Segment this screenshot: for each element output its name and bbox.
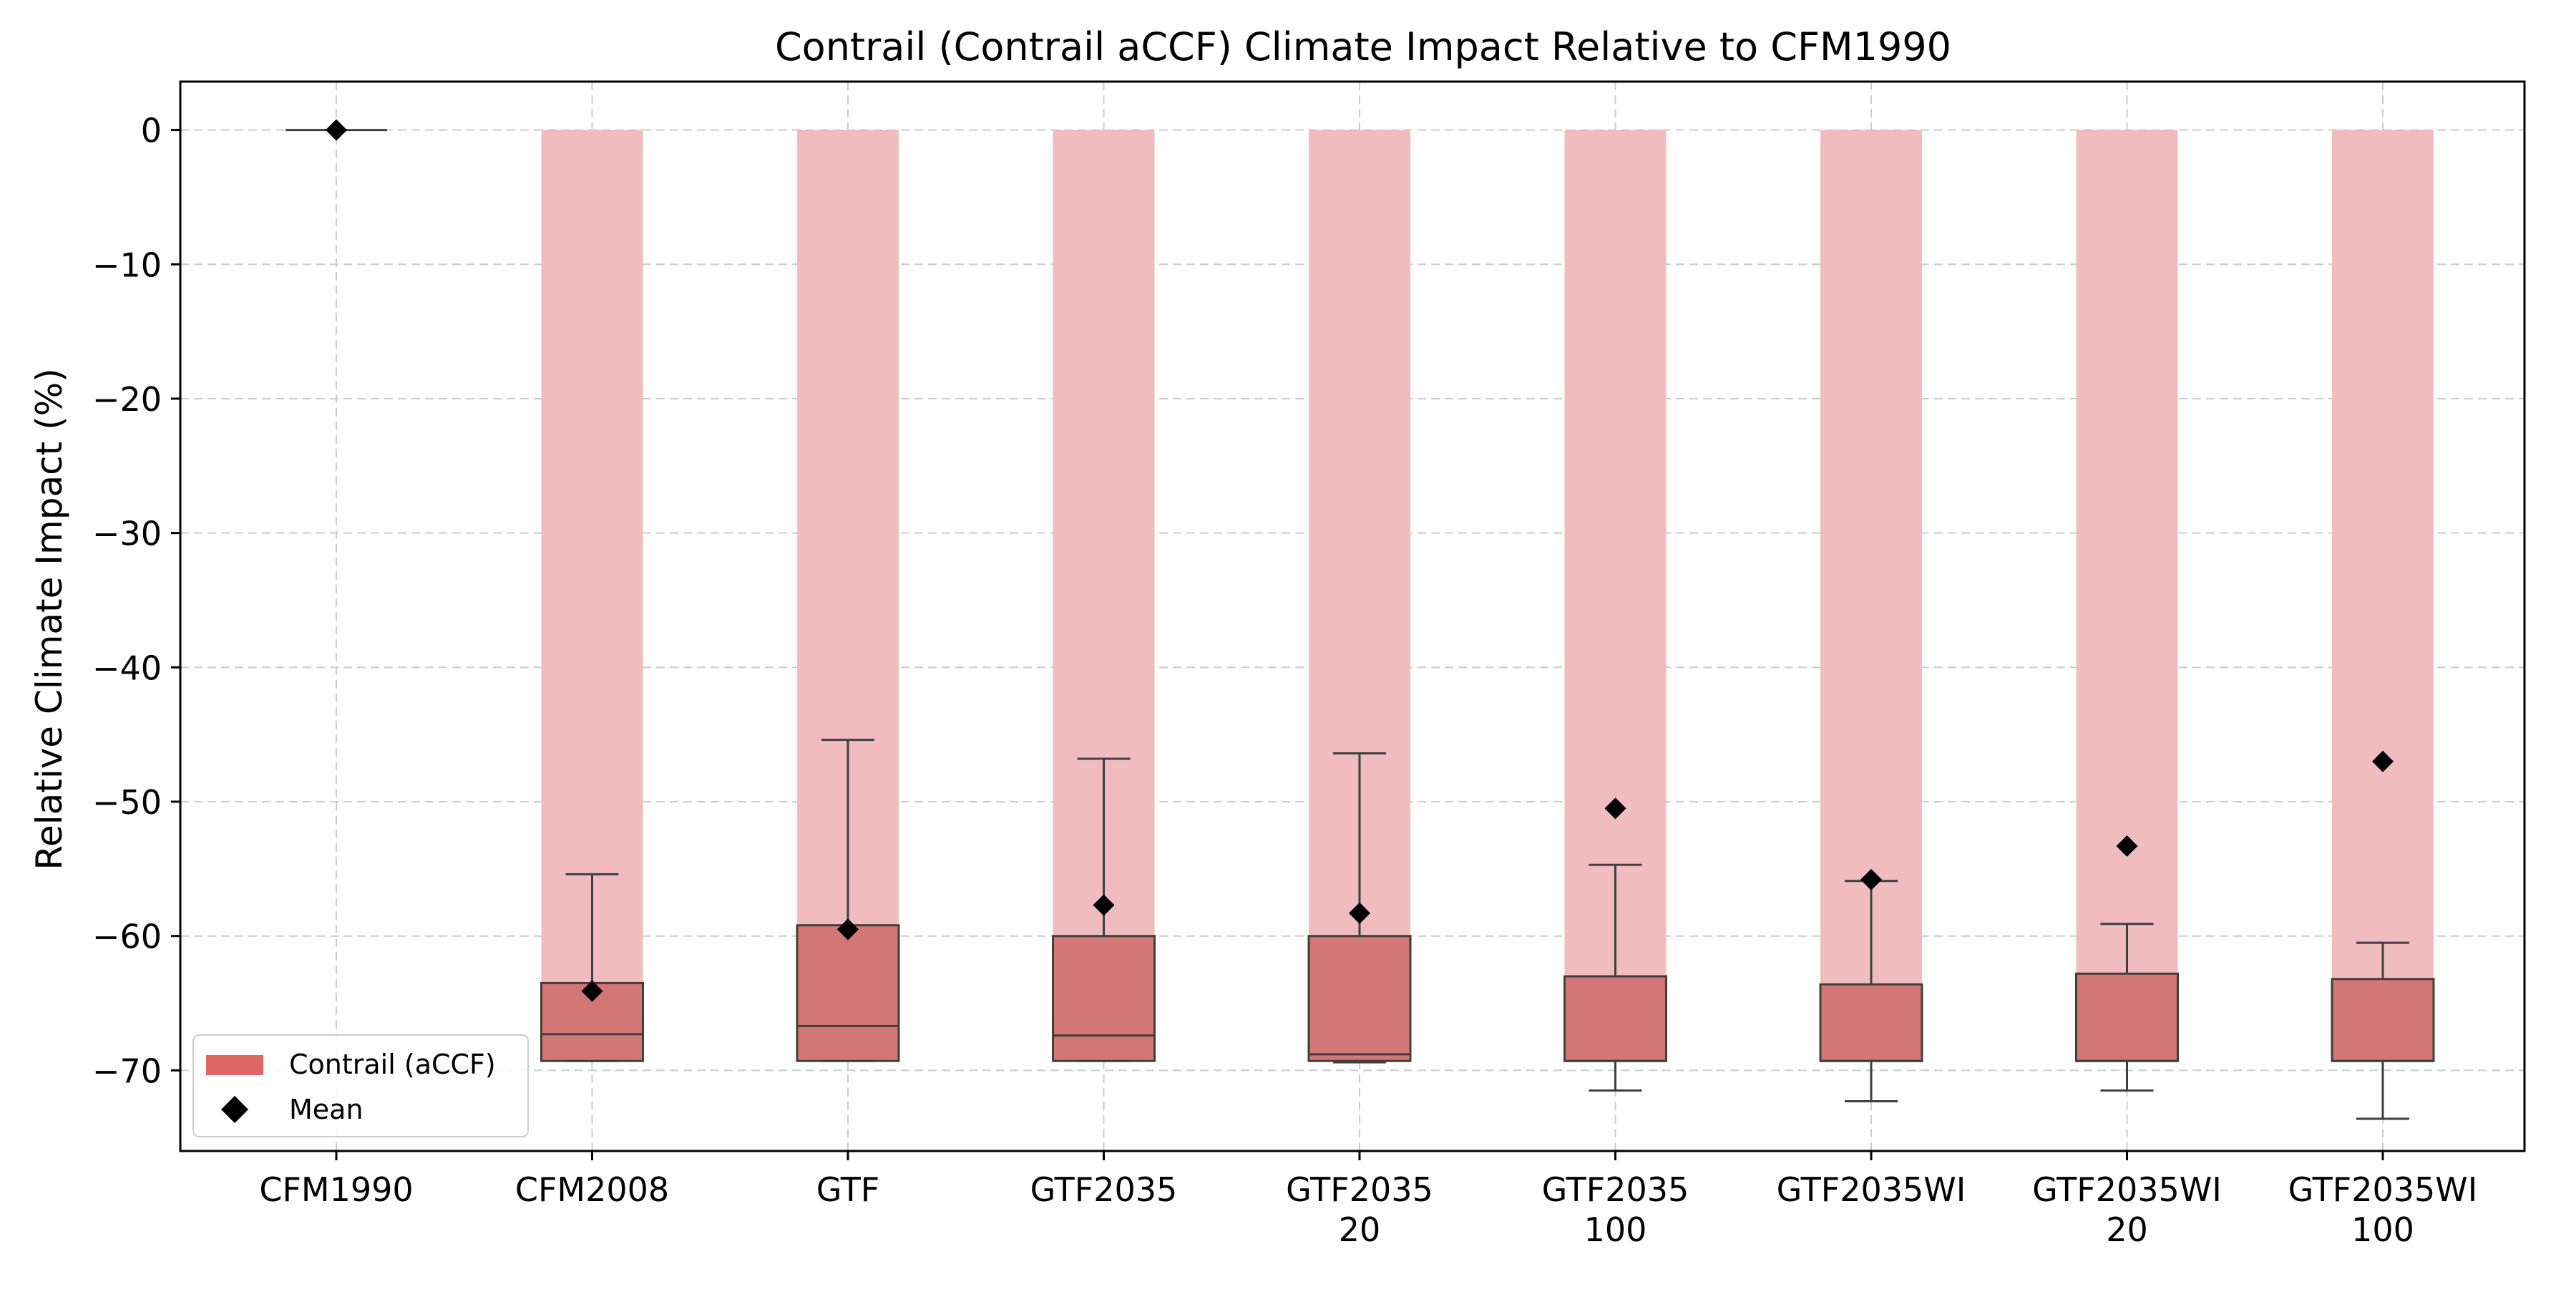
x-tick-label-line: GTF2035 xyxy=(1030,1170,1178,1209)
x-tick-label-line: GTF2035WI xyxy=(1777,1170,1966,1209)
y-tick-label: −50 xyxy=(92,783,162,822)
x-tick-label: GTF2035WI xyxy=(1777,1170,1966,1209)
x-tick-label-line: 100 xyxy=(1584,1210,1647,1249)
x-tick-label-line: GTF2035WI xyxy=(2032,1170,2222,1209)
range-bar xyxy=(2332,130,2434,1062)
x-tick-label-line: 20 xyxy=(1339,1210,1381,1249)
x-tick-label-line: GTF2035WI xyxy=(2288,1170,2478,1209)
plot-area-frame xyxy=(179,80,2526,1152)
y-tick-label: −30 xyxy=(92,515,162,553)
legend: Contrail (aCCF) Mean xyxy=(192,1034,529,1137)
y-tick-label: −40 xyxy=(92,649,162,687)
mean-diamond-marker xyxy=(1860,868,1882,890)
x-tick-label-line: CFM2008 xyxy=(515,1170,669,1209)
box-layer xyxy=(286,129,2435,1120)
x-tick-label-line: GTF2035 xyxy=(1542,1170,1689,1209)
legend-frame xyxy=(192,1034,529,1137)
x-tick-label: GTF2035WI 100 xyxy=(2288,1170,2478,1249)
iqr-box xyxy=(2331,978,2435,1062)
x-tick-label-line: GTF xyxy=(816,1170,880,1209)
x-tick-label: GTF2035 100 xyxy=(1542,1170,1689,1249)
iqr-box xyxy=(1819,983,1923,1062)
iqr-box xyxy=(1307,935,1412,1062)
iqr-box xyxy=(796,924,900,1062)
mean-diamond-marker xyxy=(2116,835,2138,857)
y-tick-label: −70 xyxy=(92,1051,162,1090)
mean-marker-layer xyxy=(326,119,2394,1002)
legend-mean-diamond-marker xyxy=(221,1096,248,1123)
x-tick-label-line: 20 xyxy=(2106,1210,2148,1249)
y-tick-label: −60 xyxy=(92,918,162,956)
iqr-box xyxy=(1052,935,1156,1062)
iqr-box xyxy=(1563,975,1667,1062)
range-bar-layer xyxy=(541,130,2434,1062)
range-bar xyxy=(2076,130,2178,1062)
iqr-box xyxy=(2075,972,2179,1062)
x-tick-label: CFM1990 xyxy=(259,1170,413,1209)
x-tick-label-line: 100 xyxy=(2351,1210,2414,1249)
x-tick-label-line: CFM1990 xyxy=(259,1170,413,1209)
x-tick-label: GTF2035WI 20 xyxy=(2032,1170,2222,1249)
x-tick-label: GTF2035 xyxy=(1030,1170,1178,1209)
mean-diamond-marker xyxy=(837,918,859,941)
mean-diamond-marker xyxy=(1093,894,1115,916)
x-tick-label: GTF xyxy=(816,1170,880,1209)
x-tick-label-line: GTF2035 xyxy=(1286,1170,1433,1209)
x-tick-label: GTF2035 20 xyxy=(1286,1170,1433,1249)
tick-layer: 0 −10 −20 −30 −40 −50 −60 −70 CFM1990 CFM2008 GTF G… xyxy=(92,112,2477,1249)
mean-diamond-marker xyxy=(1349,902,1370,924)
mean-diamond-marker xyxy=(581,980,603,1002)
chart-title: Contrail (Contrail aCCF) Climate Impact … xyxy=(775,24,1951,69)
mean-diamond-marker xyxy=(1604,797,1626,820)
y-tick-label: −10 xyxy=(92,246,162,284)
y-tick-label: −20 xyxy=(92,380,162,419)
y-axis-label: Relative Climate Impact (%) xyxy=(29,368,70,870)
y-tick-label: 0 xyxy=(141,112,162,150)
mean-diamond-marker xyxy=(326,119,347,141)
legend-label-contrail-accf: Contrail (aCCF) xyxy=(289,1049,496,1080)
x-tick-label: CFM2008 xyxy=(515,1170,669,1209)
legend-swatch-contrail-accf xyxy=(206,1055,263,1075)
mean-diamond-marker xyxy=(2372,750,2394,772)
legend-label-mean: Mean xyxy=(289,1094,364,1125)
